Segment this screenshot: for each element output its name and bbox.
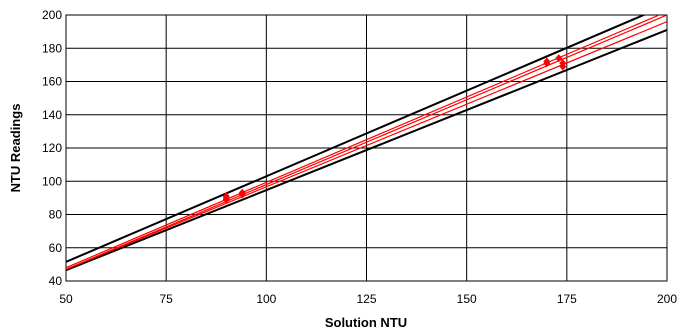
y-tick-label: 40: [49, 274, 63, 288]
y-tick-label: 100: [42, 174, 62, 188]
x-tick-label: 50: [59, 292, 73, 306]
y-axis-title: NTU Readings: [8, 104, 23, 193]
y-tick-label: 200: [42, 8, 62, 22]
y-tick-label: 120: [42, 141, 62, 155]
x-tick-label: 175: [557, 292, 577, 306]
reference-line: [66, 29, 667, 272]
data-point: [238, 188, 246, 197]
x-axis-title: Solution NTU: [325, 315, 407, 330]
x-tick-label: 100: [256, 292, 276, 306]
reference-line: [66, 15, 647, 263]
x-tick-labels: 50 75 100 125 150 175 200: [59, 292, 677, 306]
series-group: [66, 15, 667, 270]
y-tick-label: 160: [42, 75, 62, 89]
y-tick-label: 180: [42, 41, 62, 55]
data-point: [559, 62, 567, 71]
grid: [66, 15, 667, 281]
x-tick-label: 150: [457, 292, 477, 306]
y-tick-labels: 40 60 80 100 120 140 160 180 200: [42, 8, 62, 288]
x-tick-label: 125: [356, 292, 376, 306]
y-tick-label: 80: [49, 208, 63, 222]
series-line: [66, 15, 667, 270]
reference-lines: [66, 15, 667, 272]
y-tick-label: 60: [49, 241, 63, 255]
y-tick-label: 140: [42, 108, 62, 122]
x-tick-label: 75: [159, 292, 173, 306]
x-tick-label: 200: [657, 292, 677, 306]
data-point: [222, 192, 230, 201]
data-point: [543, 59, 551, 68]
series-line: [66, 15, 661, 269]
series-line: [66, 21, 667, 270]
